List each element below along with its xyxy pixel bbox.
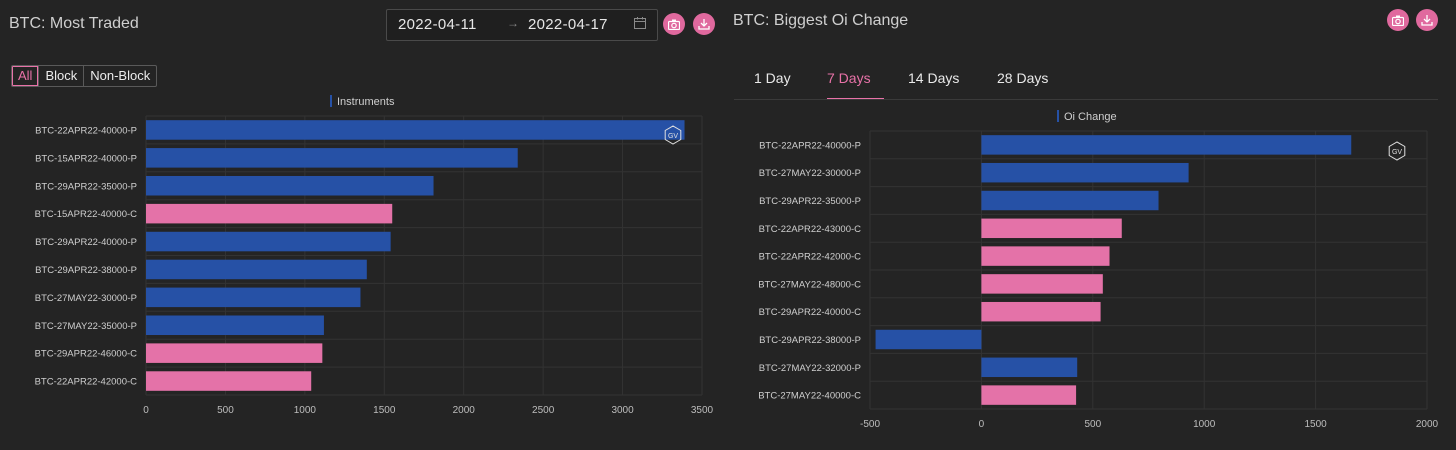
- camera-icon: [1392, 15, 1404, 26]
- category-label: BTC-29APR22-40000-C: [759, 307, 862, 318]
- date-range-picker[interactable]: 2022-04-11 → 2022-04-17: [386, 9, 658, 41]
- bar: [981, 357, 1078, 378]
- x-tick-label: -500: [860, 419, 880, 430]
- category-label: BTC-22APR22-40000-P: [759, 140, 861, 151]
- x-tick-label: 3000: [611, 405, 634, 416]
- filter-non-block[interactable]: Non-Block: [83, 66, 156, 86]
- category-label: BTC-29APR22-35000-P: [759, 196, 861, 207]
- category-label: BTC-22APR22-42000-C: [35, 377, 138, 388]
- bar: [146, 148, 518, 168]
- category-label: BTC-22APR22-40000-P: [35, 125, 137, 136]
- x-tick-label: 0: [979, 419, 985, 430]
- x-tick-label: 3500: [691, 405, 714, 416]
- legend-swatch: [330, 95, 332, 107]
- tab-28-days[interactable]: 28 Days: [997, 70, 1049, 86]
- badge-label: GV: [1392, 149, 1402, 156]
- bar: [146, 371, 312, 391]
- category-label: BTC-29APR22-40000-P: [35, 237, 137, 248]
- bar: [981, 162, 1189, 183]
- date-separator: →: [507, 16, 519, 30]
- x-tick-label: 1500: [1304, 419, 1327, 430]
- category-label: BTC-27MAY22-48000-C: [758, 279, 861, 290]
- tab-14-days[interactable]: 14 Days: [908, 70, 960, 86]
- oi-change-panel: BTC: Biggest Oi Change 1 Day 7 Days 14 D…: [720, 0, 1456, 450]
- category-label: BTC-27MAY22-32000-P: [759, 363, 861, 374]
- start-date-input[interactable]: 2022-04-11: [398, 16, 477, 33]
- bar: [875, 329, 982, 350]
- calendar-icon[interactable]: [633, 16, 647, 30]
- x-tick-label: 500: [217, 405, 234, 416]
- bar: [146, 203, 393, 224]
- bar: [981, 190, 1159, 211]
- most-traded-panel: BTC: Most Traded 2022-04-11 → 2022-04-17…: [0, 0, 720, 450]
- snapshot-button[interactable]: [663, 13, 685, 35]
- bar: [146, 287, 361, 308]
- filter-all[interactable]: All: [12, 66, 39, 86]
- download-button[interactable]: [693, 13, 715, 35]
- panel-title: BTC: Biggest Oi Change: [733, 12, 909, 29]
- bar: [981, 385, 1077, 405]
- tab-7-days[interactable]: 7 Days: [827, 70, 871, 86]
- x-tick-label: 2000: [453, 405, 476, 416]
- download-icon: [1421, 15, 1433, 26]
- x-tick-label: 0: [143, 405, 149, 416]
- bar: [981, 218, 1122, 239]
- badge-label: GV: [668, 133, 678, 140]
- bar: [146, 120, 685, 140]
- download-icon: [698, 19, 710, 30]
- hexagon-icon: [664, 125, 682, 145]
- bar: [146, 231, 391, 252]
- x-tick-label: 2500: [532, 405, 555, 416]
- category-label: BTC-27MAY22-40000-C: [758, 391, 861, 402]
- x-tick-label: 1000: [1193, 419, 1216, 430]
- filter-block[interactable]: Block: [38, 66, 83, 86]
- bar: [146, 343, 323, 363]
- category-label: BTC-15APR22-40000-C: [35, 209, 138, 220]
- snapshot-button[interactable]: [1387, 9, 1409, 31]
- category-label: BTC-27MAY22-30000-P: [35, 293, 137, 304]
- download-button[interactable]: [1416, 9, 1438, 31]
- category-label: BTC-22APR22-43000-C: [759, 224, 862, 235]
- category-label: BTC-27MAY22-35000-P: [35, 321, 137, 332]
- bar: [146, 175, 434, 196]
- hexagon-icon: [1388, 141, 1406, 161]
- camera-icon: [668, 19, 680, 30]
- tabs-divider: [734, 99, 1438, 100]
- tab-1-day[interactable]: 1 Day: [754, 70, 791, 86]
- bar: [146, 259, 367, 280]
- category-label: BTC-29APR22-35000-P: [35, 181, 137, 192]
- category-label: BTC-22APR22-42000-C: [759, 252, 862, 263]
- x-tick-label: 500: [1084, 419, 1101, 430]
- panel-title: BTC: Most Traded: [9, 15, 139, 32]
- legend-label: Instruments: [337, 96, 395, 108]
- bar: [981, 246, 1110, 266]
- category-label: BTC-15APR22-40000-P: [35, 153, 137, 164]
- bar: [146, 315, 324, 336]
- category-label: BTC-29APR22-38000-P: [35, 265, 137, 276]
- x-tick-label: 2000: [1416, 419, 1439, 430]
- trade-type-filter: All Block Non-Block: [11, 65, 158, 87]
- bar: [981, 274, 1103, 294]
- category-label: BTC-27MAY22-30000-P: [759, 168, 861, 179]
- bar: [981, 135, 1352, 155]
- category-label: BTC-29APR22-38000-P: [759, 335, 861, 346]
- bar: [981, 301, 1101, 322]
- period-tabs: 1 Day 7 Days 14 Days 28 Days: [734, 62, 1454, 100]
- x-tick-label: 1000: [294, 405, 317, 416]
- x-tick-label: 1500: [373, 405, 396, 416]
- end-date-input[interactable]: 2022-04-17: [528, 16, 608, 33]
- category-label: BTC-29APR22-46000-C: [35, 349, 138, 360]
- legend-swatch: [1057, 110, 1059, 122]
- legend-label: Oi Change: [1064, 111, 1117, 123]
